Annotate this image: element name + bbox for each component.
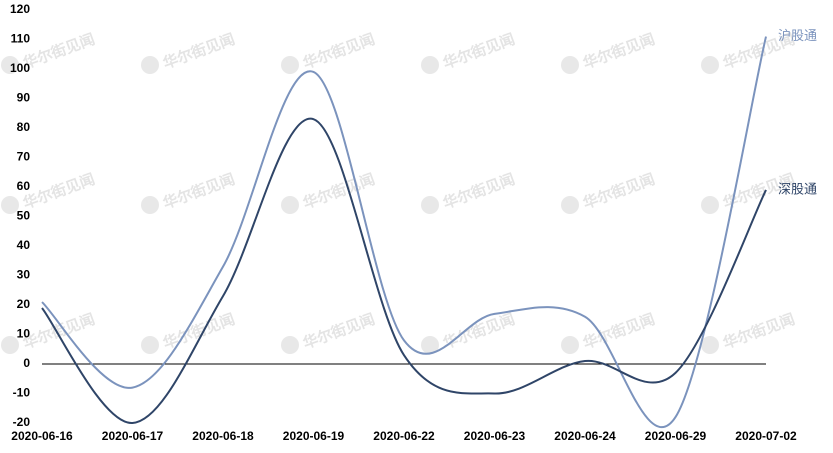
y-tick-label: -20 xyxy=(13,415,31,429)
x-tick-label: 2020-06-17 xyxy=(102,429,164,443)
y-tick-label: 40 xyxy=(17,238,31,252)
y-tick-label: 50 xyxy=(17,209,31,223)
watermark-icon xyxy=(141,196,159,214)
watermark: 华尔街见闻 xyxy=(21,310,98,353)
watermark: 华尔街见闻 xyxy=(301,310,378,353)
watermark: 华尔街见闻 xyxy=(161,30,238,73)
y-tick-label: 120 xyxy=(10,2,30,16)
watermark-icon xyxy=(701,336,719,354)
watermark-icon xyxy=(141,56,159,74)
watermark-icon xyxy=(701,56,719,74)
watermark: 华尔街见闻 xyxy=(301,30,378,73)
y-tick-label: 100 xyxy=(10,61,30,75)
watermark-icon xyxy=(561,196,579,214)
watermark: 华尔街见闻 xyxy=(301,170,378,213)
y-tick-label: 90 xyxy=(17,91,31,105)
watermark: 华尔街见闻 xyxy=(581,30,658,73)
x-tick-label: 2020-06-18 xyxy=(192,429,254,443)
x-tick-label: 2020-06-16 xyxy=(11,429,73,443)
watermark: 华尔街见闻 xyxy=(21,170,98,213)
watermark: 华尔街见闻 xyxy=(581,310,658,353)
x-tick-label: 2020-06-23 xyxy=(464,429,526,443)
watermark-icon xyxy=(421,336,439,354)
x-tick-label: 2020-06-19 xyxy=(283,429,345,443)
series-label: 沪股通 xyxy=(778,28,817,43)
watermark: 华尔街见闻 xyxy=(161,310,238,353)
watermark-icon xyxy=(561,56,579,74)
y-tick-label: 10 xyxy=(17,327,31,341)
y-tick-label: -10 xyxy=(13,386,31,400)
watermark-icon xyxy=(421,56,439,74)
x-tick-label: 2020-07-02 xyxy=(735,429,797,443)
x-tick-label: 2020-06-29 xyxy=(645,429,707,443)
watermark: 华尔街见闻 xyxy=(161,170,238,213)
series-label: 深股通 xyxy=(778,181,817,196)
y-tick-label: 110 xyxy=(11,32,31,46)
watermark: 华尔街见闻 xyxy=(441,170,518,213)
y-tick-label: 60 xyxy=(17,179,31,193)
watermark-icon xyxy=(421,196,439,214)
watermark: 华尔街见闻 xyxy=(441,30,518,73)
watermark: 华尔街见闻 xyxy=(21,30,98,73)
y-tick-label: 0 xyxy=(23,356,30,370)
watermark-icon xyxy=(1,196,19,214)
y-tick-label: 30 xyxy=(17,268,31,282)
watermark: 华尔街见闻 xyxy=(721,310,798,353)
series-line xyxy=(41,117,767,425)
x-tick-label: 2020-06-24 xyxy=(554,429,616,443)
y-tick-label: 20 xyxy=(17,297,31,311)
watermark: 华尔街见闻 xyxy=(581,170,658,213)
watermark-icon xyxy=(701,196,719,214)
watermark-icon xyxy=(281,196,299,214)
y-tick-label: 70 xyxy=(17,150,31,164)
watermark-icon xyxy=(281,56,299,74)
watermark-icon xyxy=(1,56,19,74)
watermark-icon xyxy=(281,336,299,354)
watermark: 华尔街见闻 xyxy=(441,310,518,353)
series-line xyxy=(41,36,767,429)
watermark-icon xyxy=(141,336,159,354)
watermark-icon xyxy=(1,336,19,354)
watermark-icon xyxy=(561,336,579,354)
x-tick-label: 2020-06-22 xyxy=(373,429,435,443)
y-tick-label: 80 xyxy=(17,120,31,134)
